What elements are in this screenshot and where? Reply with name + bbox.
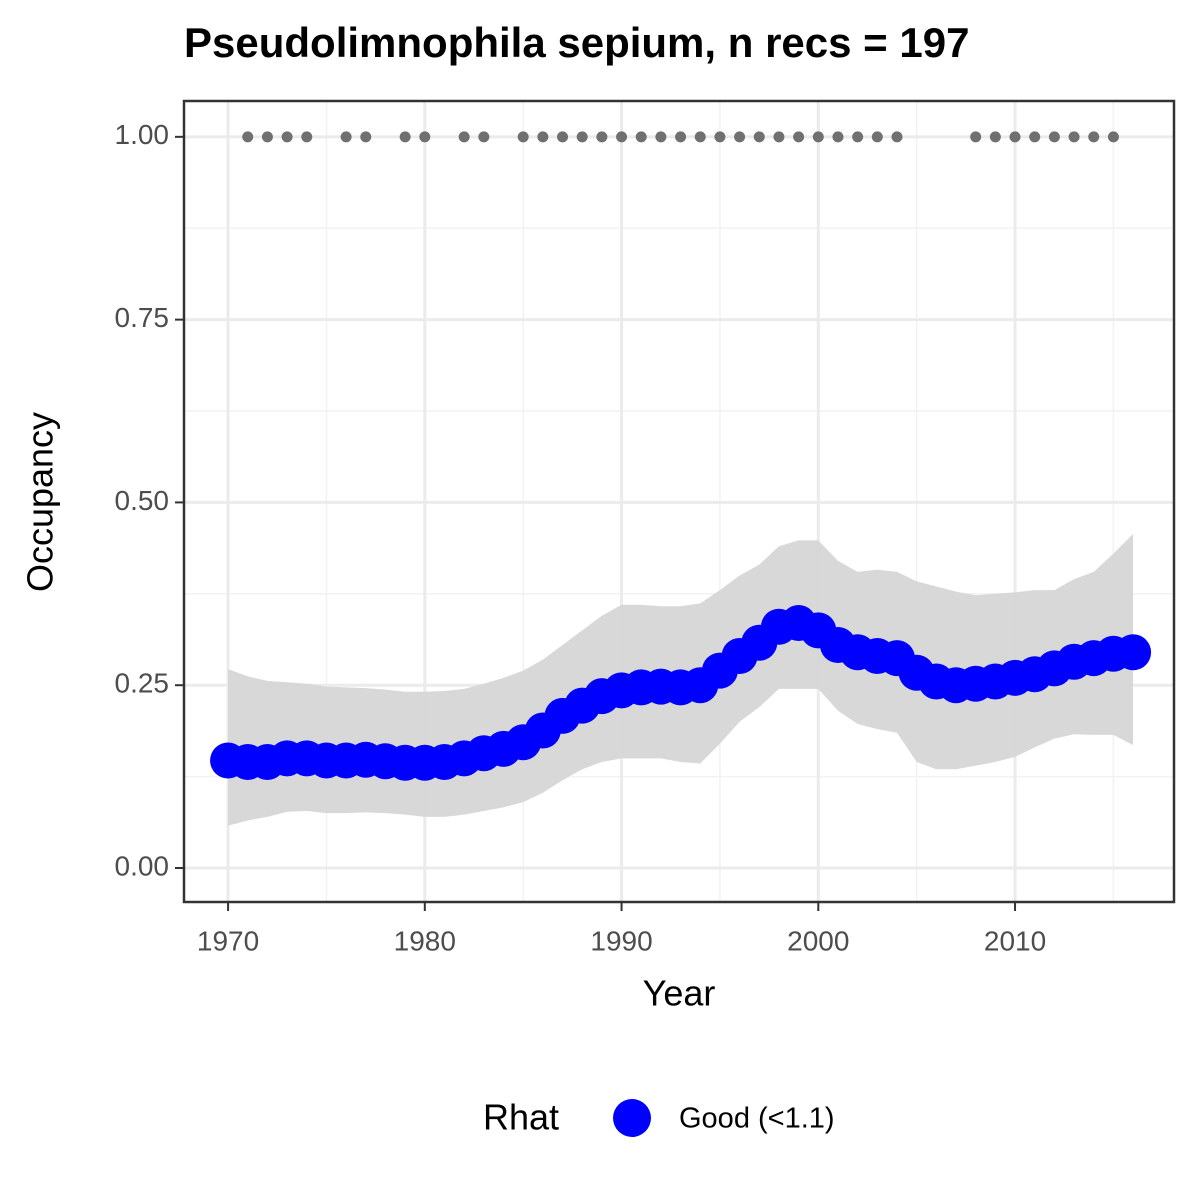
record-dot [1029,131,1041,143]
record-dot [1068,131,1080,143]
record-dot [812,131,824,143]
record-dot [360,131,372,143]
record-dot [753,131,765,143]
record-dot [1107,131,1119,143]
record-dot [734,131,746,143]
record-dot [596,131,608,143]
record-dot [458,131,470,143]
record-dot [655,131,667,143]
y-tick-label: 0.75 [115,302,170,333]
x-tick-label: 1970 [197,925,259,956]
record-dot [301,131,313,143]
record-dot [970,131,982,143]
record-dot [419,131,431,143]
y-tick-label: 0.00 [115,850,170,881]
record-dot [537,131,549,143]
record-dot [1088,131,1100,143]
record-dot [989,131,1001,143]
x-tick-label: 1990 [590,925,652,956]
legend-label: Good (<1.1) [679,1103,835,1135]
record-dot [261,131,273,143]
record-dot [478,131,490,143]
panel-border [182,99,1176,904]
chart-title: Pseudolimnophila sepium, n recs = 197 [184,19,969,66]
record-dot [714,131,726,143]
legend-title: Rhat [483,1097,559,1138]
record-dot [576,131,588,143]
y-tick-label: 0.25 [115,668,170,699]
record-dot [281,131,293,143]
record-dot [773,131,785,143]
x-tick-label: 2000 [787,925,849,956]
record-dot [852,131,864,143]
record-dot [793,131,805,143]
x-axis-title: Year [643,973,716,1014]
record-dot [616,131,628,143]
record-dot [1048,131,1060,143]
legend-symbol [613,1099,651,1137]
y-axis-title: Occupancy [20,412,61,592]
record-dot [242,131,254,143]
record-dot [635,131,647,143]
record-dot [694,131,706,143]
occupancy-point [1115,634,1152,671]
y-tick-label: 0.50 [115,485,170,516]
record-dot [1009,131,1021,143]
x-tick-label: 1980 [394,925,456,956]
plot-area [184,101,1174,902]
record-dot [517,131,529,143]
record-dot [891,131,903,143]
record-dot [340,131,352,143]
y-tick-label: 1.00 [115,119,170,150]
record-dot [557,131,569,143]
record-dot [871,131,883,143]
record-dot [675,131,687,143]
record-dot [832,131,844,143]
x-tick-label: 2010 [984,925,1046,956]
record-dot [399,131,411,143]
